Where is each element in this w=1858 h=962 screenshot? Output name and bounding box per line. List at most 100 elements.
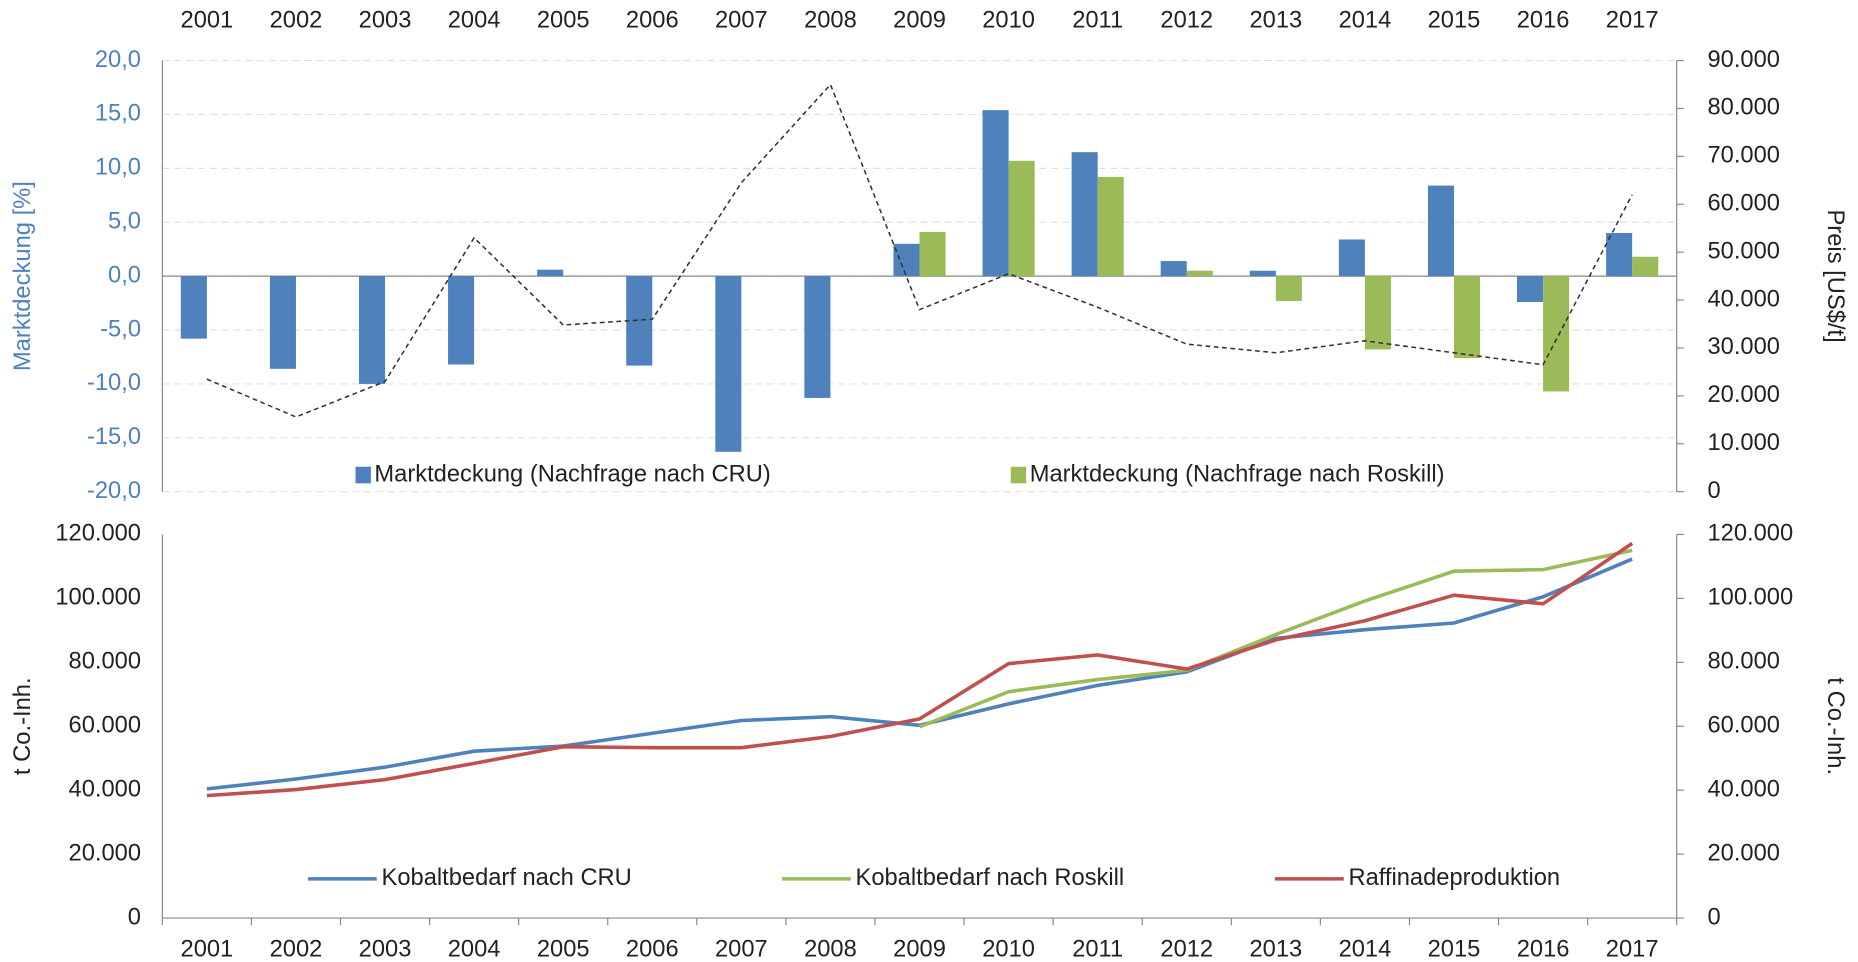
- y2-axis-label: t Co.-Inh.: [1822, 677, 1848, 775]
- bar: [537, 269, 564, 277]
- x-tick-label: 2013: [1249, 8, 1302, 34]
- bar: [1606, 233, 1633, 277]
- y-tick-label: -10,0: [87, 370, 141, 396]
- bar: [448, 276, 475, 365]
- bar: [1338, 239, 1365, 277]
- bar: [1186, 270, 1213, 277]
- y2-tick-label: 120.000: [1708, 521, 1794, 547]
- y-axis-label: t Co.-Inh.: [10, 677, 36, 775]
- x-tick-label: 2015: [1428, 936, 1481, 962]
- bar: [982, 110, 1009, 277]
- bar: [1364, 276, 1391, 350]
- y2-tick-label: 0: [1708, 478, 1721, 504]
- x-tick-label: 2014: [1339, 936, 1392, 962]
- y2-tick-label: 30.000: [1708, 334, 1780, 360]
- line: [206, 83, 1633, 418]
- y-tick-label: 5,0: [108, 208, 141, 234]
- y2-tick-label: 50.000: [1708, 238, 1780, 264]
- y-tick-label: 15,0: [95, 101, 141, 127]
- bar: [626, 276, 653, 366]
- bar: [1097, 176, 1124, 277]
- x-tick-label: 2005: [537, 8, 590, 34]
- bar: [1454, 276, 1481, 359]
- x-tick-label: 2011: [1072, 936, 1123, 962]
- y2-axis-label: Preis [US$/t]: [1822, 209, 1848, 342]
- bar: [180, 276, 207, 339]
- x-tick-label: 2016: [1517, 8, 1570, 34]
- x-tick-label: 2012: [1160, 8, 1213, 34]
- y2-tick-label: 0: [1708, 904, 1721, 930]
- bar: [1249, 270, 1276, 277]
- x-tick-label: 2002: [270, 936, 323, 962]
- x-tick-label: 2012: [1160, 936, 1213, 962]
- bar: [893, 243, 920, 277]
- x-tick-label: 2004: [448, 8, 501, 34]
- y2-tick-label: 40.000: [1708, 776, 1780, 802]
- x-tick-label: 2004: [448, 936, 501, 962]
- y-tick-label: 120.000: [55, 521, 141, 547]
- bar: [358, 276, 386, 384]
- x-tick-label: 2011: [1072, 8, 1123, 34]
- x-tick-label: 2016: [1517, 936, 1570, 962]
- x-tick-label: 2008: [804, 936, 857, 962]
- y-tick-label: 80.000: [69, 649, 141, 675]
- line: [206, 541, 1634, 798]
- line: [206, 557, 1633, 791]
- legend-swatch: [355, 466, 371, 484]
- bar: [1275, 276, 1302, 301]
- x-tick-label: 2003: [359, 936, 412, 962]
- y2-tick-label: 100.000: [1708, 585, 1794, 611]
- legend-label: Kobaltbedarf nach Roskill: [856, 865, 1125, 891]
- bar: [1632, 256, 1659, 277]
- y2-tick-label: 90.000: [1708, 47, 1780, 73]
- bar: [1543, 276, 1570, 392]
- legend-label: Kobaltbedarf nach CRU: [382, 865, 632, 891]
- x-tick-label: 2010: [982, 8, 1035, 34]
- y-tick-label: 0: [128, 904, 141, 930]
- x-tick-label: 2007: [715, 8, 768, 34]
- bar: [1071, 152, 1098, 277]
- y2-tick-label: 60.000: [1708, 713, 1780, 739]
- y-tick-label: 100.000: [55, 585, 141, 611]
- x-tick-label: 2014: [1339, 8, 1392, 34]
- x-tick-label: 2010: [982, 936, 1035, 962]
- y-tick-label: -15,0: [87, 424, 141, 450]
- legend-label: Marktdeckung (Nachfrage nach Roskill): [1030, 461, 1445, 487]
- bar: [1160, 261, 1187, 277]
- x-tick-label: 2009: [893, 8, 946, 34]
- x-tick-label: 2015: [1428, 8, 1481, 34]
- bar: [715, 276, 742, 452]
- x-tick-label: 2001: [181, 8, 234, 34]
- legend-label: Marktdeckung (Nachfrage nach CRU): [374, 461, 770, 487]
- y2-tick-label: 20.000: [1708, 382, 1780, 408]
- x-tick-label: 2007: [715, 936, 768, 962]
- legend-label: Raffinadeproduktion: [1348, 865, 1560, 891]
- y2-tick-label: 60.000: [1708, 191, 1780, 217]
- y-tick-label: -20,0: [87, 478, 141, 504]
- y-tick-label: 60.000: [69, 713, 141, 739]
- y-tick-label: 20.000: [69, 840, 141, 866]
- bar: [1427, 185, 1455, 277]
- x-tick-label: 2001: [181, 936, 234, 962]
- bar: [269, 276, 296, 369]
- y-tick-label: -5,0: [100, 316, 141, 342]
- legend-swatch: [1010, 466, 1027, 484]
- bar: [1008, 160, 1035, 277]
- line: [918, 548, 1633, 729]
- x-tick-label: 2009: [893, 936, 946, 962]
- y-tick-label: 10,0: [95, 155, 141, 181]
- y2-tick-label: 80.000: [1708, 95, 1780, 121]
- y2-tick-label: 80.000: [1708, 649, 1780, 675]
- x-tick-label: 2017: [1606, 936, 1659, 962]
- x-tick-label: 2002: [270, 8, 323, 34]
- x-tick-label: 2013: [1249, 936, 1302, 962]
- x-tick-label: 2017: [1606, 8, 1659, 34]
- bar: [1517, 276, 1544, 302]
- x-tick-label: 2003: [359, 8, 412, 34]
- x-tick-label: 2008: [804, 8, 857, 34]
- y-tick-label: 0,0: [108, 262, 141, 288]
- y-tick-label: 20,0: [95, 47, 141, 73]
- x-tick-label: 2006: [626, 8, 679, 34]
- x-tick-label: 2006: [626, 936, 679, 962]
